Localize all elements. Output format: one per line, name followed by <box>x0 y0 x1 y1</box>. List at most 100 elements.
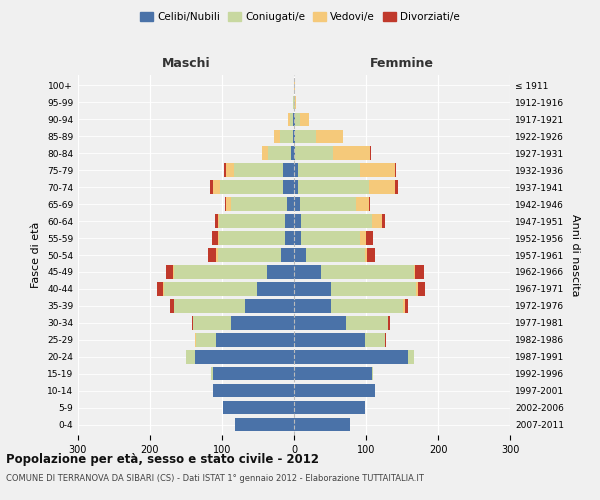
Bar <box>294 232 301 244</box>
Bar <box>294 282 418 296</box>
Bar <box>294 401 365 414</box>
Bar <box>294 96 296 109</box>
Bar <box>287 198 294 210</box>
Bar <box>193 316 294 330</box>
Bar <box>235 418 294 432</box>
Bar <box>294 350 413 364</box>
Bar <box>218 214 294 228</box>
Bar <box>175 266 294 278</box>
Bar <box>294 112 309 126</box>
Bar <box>294 232 366 244</box>
Bar <box>293 112 294 126</box>
Bar <box>293 96 294 109</box>
Bar <box>294 180 398 194</box>
Bar <box>235 418 294 432</box>
Bar <box>262 146 294 160</box>
Bar <box>294 198 370 210</box>
Bar <box>196 334 294 346</box>
Bar <box>219 214 294 228</box>
Bar <box>294 350 408 364</box>
Bar <box>214 384 294 398</box>
Bar <box>235 418 294 432</box>
Bar <box>235 418 294 432</box>
Bar <box>294 214 382 228</box>
Bar <box>294 418 350 432</box>
Bar <box>294 248 374 262</box>
Bar <box>257 282 294 296</box>
Bar <box>294 282 331 296</box>
Bar <box>262 146 294 160</box>
Bar <box>294 316 388 330</box>
Bar <box>193 316 294 330</box>
Bar <box>294 266 415 278</box>
Bar <box>294 164 396 176</box>
Bar <box>166 266 294 278</box>
Bar <box>212 180 294 194</box>
Bar <box>294 112 301 126</box>
Bar <box>268 146 294 160</box>
Bar <box>294 78 295 92</box>
Bar <box>294 232 373 244</box>
Bar <box>294 96 296 109</box>
Bar <box>294 350 413 364</box>
Bar <box>294 130 295 143</box>
Bar <box>294 180 298 194</box>
Bar <box>294 130 343 143</box>
Bar <box>294 282 416 296</box>
Bar <box>294 384 374 398</box>
Y-axis label: Fasce di età: Fasce di età <box>31 222 41 288</box>
Bar <box>293 130 294 143</box>
Bar <box>294 316 346 330</box>
Bar <box>225 198 294 210</box>
Bar <box>294 334 385 346</box>
Bar <box>294 367 372 380</box>
Bar <box>274 130 294 143</box>
Bar <box>294 401 365 414</box>
Bar <box>293 96 294 109</box>
Bar <box>294 180 369 194</box>
Bar <box>281 248 294 262</box>
Bar <box>294 146 333 160</box>
Bar <box>294 78 295 92</box>
Bar <box>210 180 294 194</box>
Bar <box>294 130 316 143</box>
Bar <box>208 248 294 262</box>
Bar <box>194 350 294 364</box>
Bar <box>294 418 350 432</box>
Bar <box>291 146 294 160</box>
Bar <box>211 367 294 380</box>
Bar <box>294 401 365 414</box>
Bar <box>234 164 294 176</box>
Bar <box>294 300 405 312</box>
Bar <box>294 266 413 278</box>
Bar <box>196 334 294 346</box>
Bar <box>218 232 294 244</box>
Bar <box>157 282 294 296</box>
Bar <box>226 198 294 210</box>
Bar <box>288 112 294 126</box>
Bar <box>230 198 294 210</box>
Bar <box>294 266 322 278</box>
Bar <box>170 300 294 312</box>
Bar <box>280 130 294 143</box>
Text: Maschi: Maschi <box>161 57 211 70</box>
Bar <box>294 300 408 312</box>
Bar <box>223 401 294 414</box>
Bar <box>294 198 369 210</box>
Bar <box>212 367 294 380</box>
Legend: Celibi/Nubili, Coniugati/e, Vedovi/e, Divorziati/e: Celibi/Nubili, Coniugati/e, Vedovi/e, Di… <box>136 8 464 26</box>
Bar <box>294 316 388 330</box>
Bar <box>294 384 374 398</box>
Bar <box>294 367 373 380</box>
Bar <box>274 130 294 143</box>
Bar <box>245 300 294 312</box>
Bar <box>219 232 294 244</box>
Bar <box>163 282 294 296</box>
Bar <box>294 266 424 278</box>
Bar <box>212 232 294 244</box>
Bar <box>294 248 365 262</box>
Bar <box>294 418 350 432</box>
Bar <box>294 146 370 160</box>
Bar <box>294 214 372 228</box>
Bar <box>294 248 367 262</box>
